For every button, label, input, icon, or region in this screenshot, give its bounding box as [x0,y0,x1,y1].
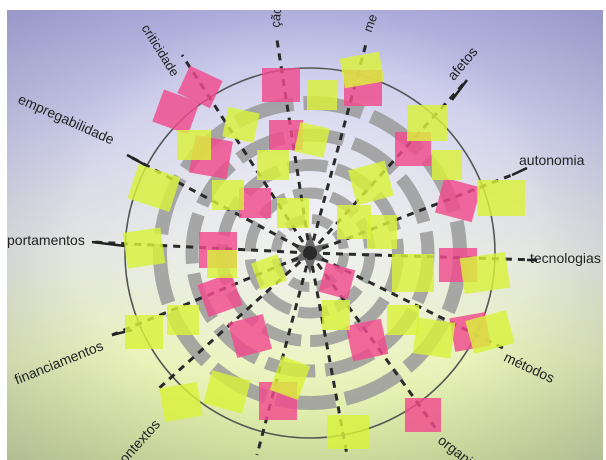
label-cao: ção [267,10,285,29]
sticky-notes [122,51,525,449]
radar-photo: criticidade ção me afetos autonomia tecn… [7,10,603,460]
vignette [7,10,603,460]
label-portamentos: portamentos [7,232,85,248]
radar-diagram [91,39,538,456]
label-tecnologias: tecnologias [530,250,601,266]
label-autonomia: autonomia [519,152,585,168]
outer-ring [124,67,496,439]
